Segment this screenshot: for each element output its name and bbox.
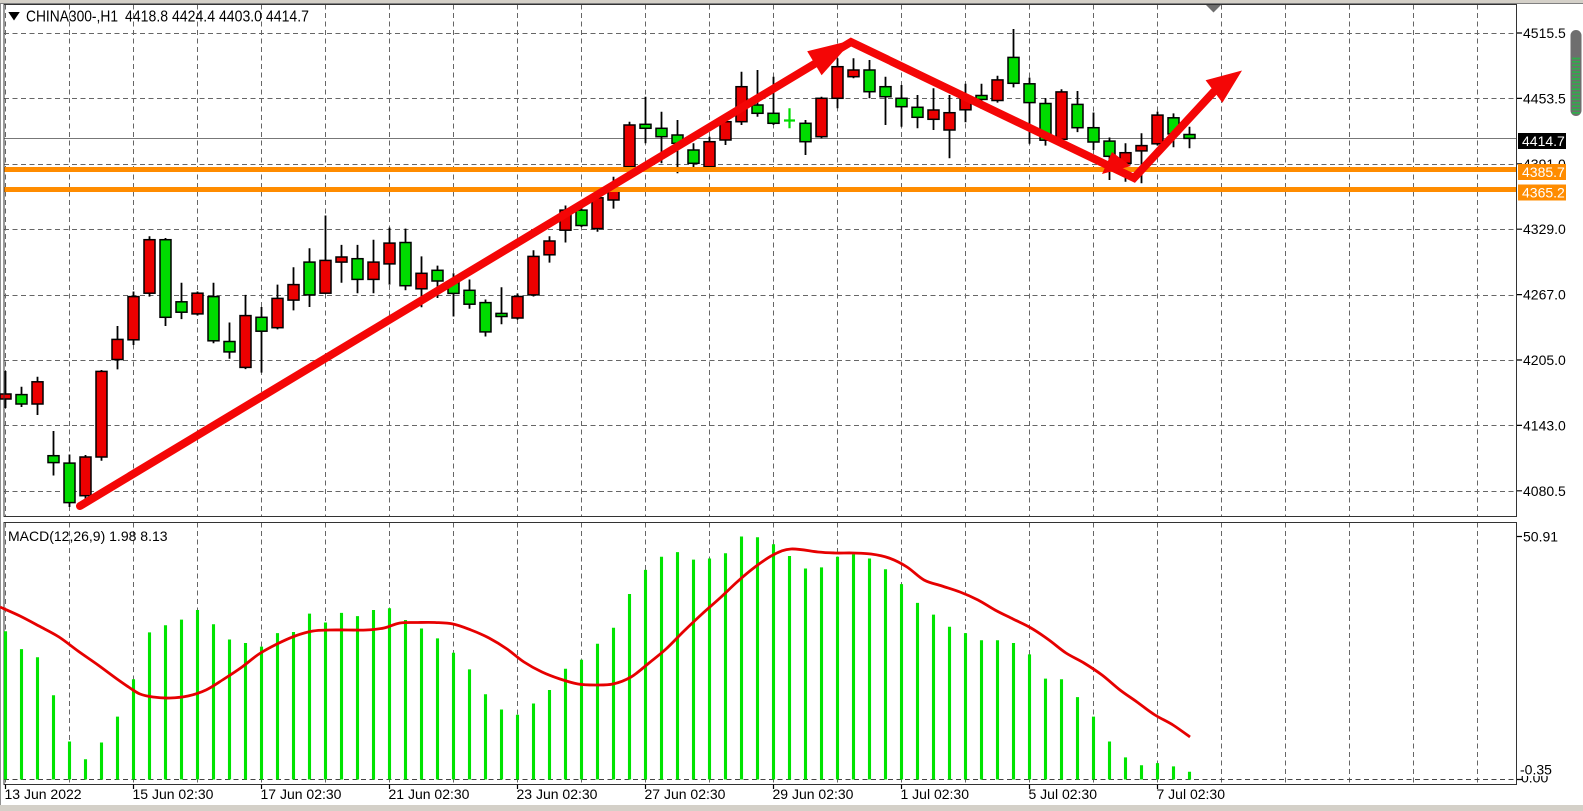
svg-text:15 Jun 02:30: 15 Jun 02:30 — [133, 786, 214, 802]
svg-text:29 Jun 02:30: 29 Jun 02:30 — [773, 786, 854, 802]
svg-text:21 Jun 02:30: 21 Jun 02:30 — [389, 786, 470, 802]
svg-text:4453.5: 4453.5 — [1523, 90, 1566, 106]
svg-text:4385.7: 4385.7 — [1522, 164, 1565, 180]
svg-text:13 Jun 2022: 13 Jun 2022 — [5, 786, 82, 802]
svg-text:4418.8 4424.4 4403.0 4414.7: 4418.8 4424.4 4403.0 4414.7 — [125, 9, 309, 26]
svg-text:4365.2: 4365.2 — [1522, 185, 1565, 201]
svg-text:1 Jul 02:30: 1 Jul 02:30 — [901, 786, 970, 802]
svg-text:4329.0: 4329.0 — [1523, 221, 1566, 237]
svg-text:4143.0: 4143.0 — [1523, 417, 1566, 433]
svg-text:50.91: 50.91 — [1523, 529, 1558, 545]
svg-text:7 Jul 02:30: 7 Jul 02:30 — [1157, 786, 1226, 802]
svg-text:4267.0: 4267.0 — [1523, 287, 1566, 303]
svg-text:5 Jul 02:30: 5 Jul 02:30 — [1029, 786, 1098, 802]
svg-text:4080.5: 4080.5 — [1523, 483, 1566, 499]
svg-text:CHINA300-,H1: CHINA300-,H1 — [26, 9, 118, 26]
svg-text:27 Jun 02:30: 27 Jun 02:30 — [645, 786, 726, 802]
svg-text:-0.35: -0.35 — [1520, 762, 1552, 778]
svg-text:4515.5: 4515.5 — [1523, 25, 1566, 41]
svg-text:4414.7: 4414.7 — [1522, 133, 1565, 149]
svg-text:23 Jun 02:30: 23 Jun 02:30 — [517, 786, 598, 802]
svg-text:MACD(12,26,9) 1.98 8.13: MACD(12,26,9) 1.98 8.13 — [8, 528, 168, 544]
svg-text:17 Jun 02:30: 17 Jun 02:30 — [261, 786, 342, 802]
svg-text:4205.0: 4205.0 — [1523, 352, 1566, 368]
